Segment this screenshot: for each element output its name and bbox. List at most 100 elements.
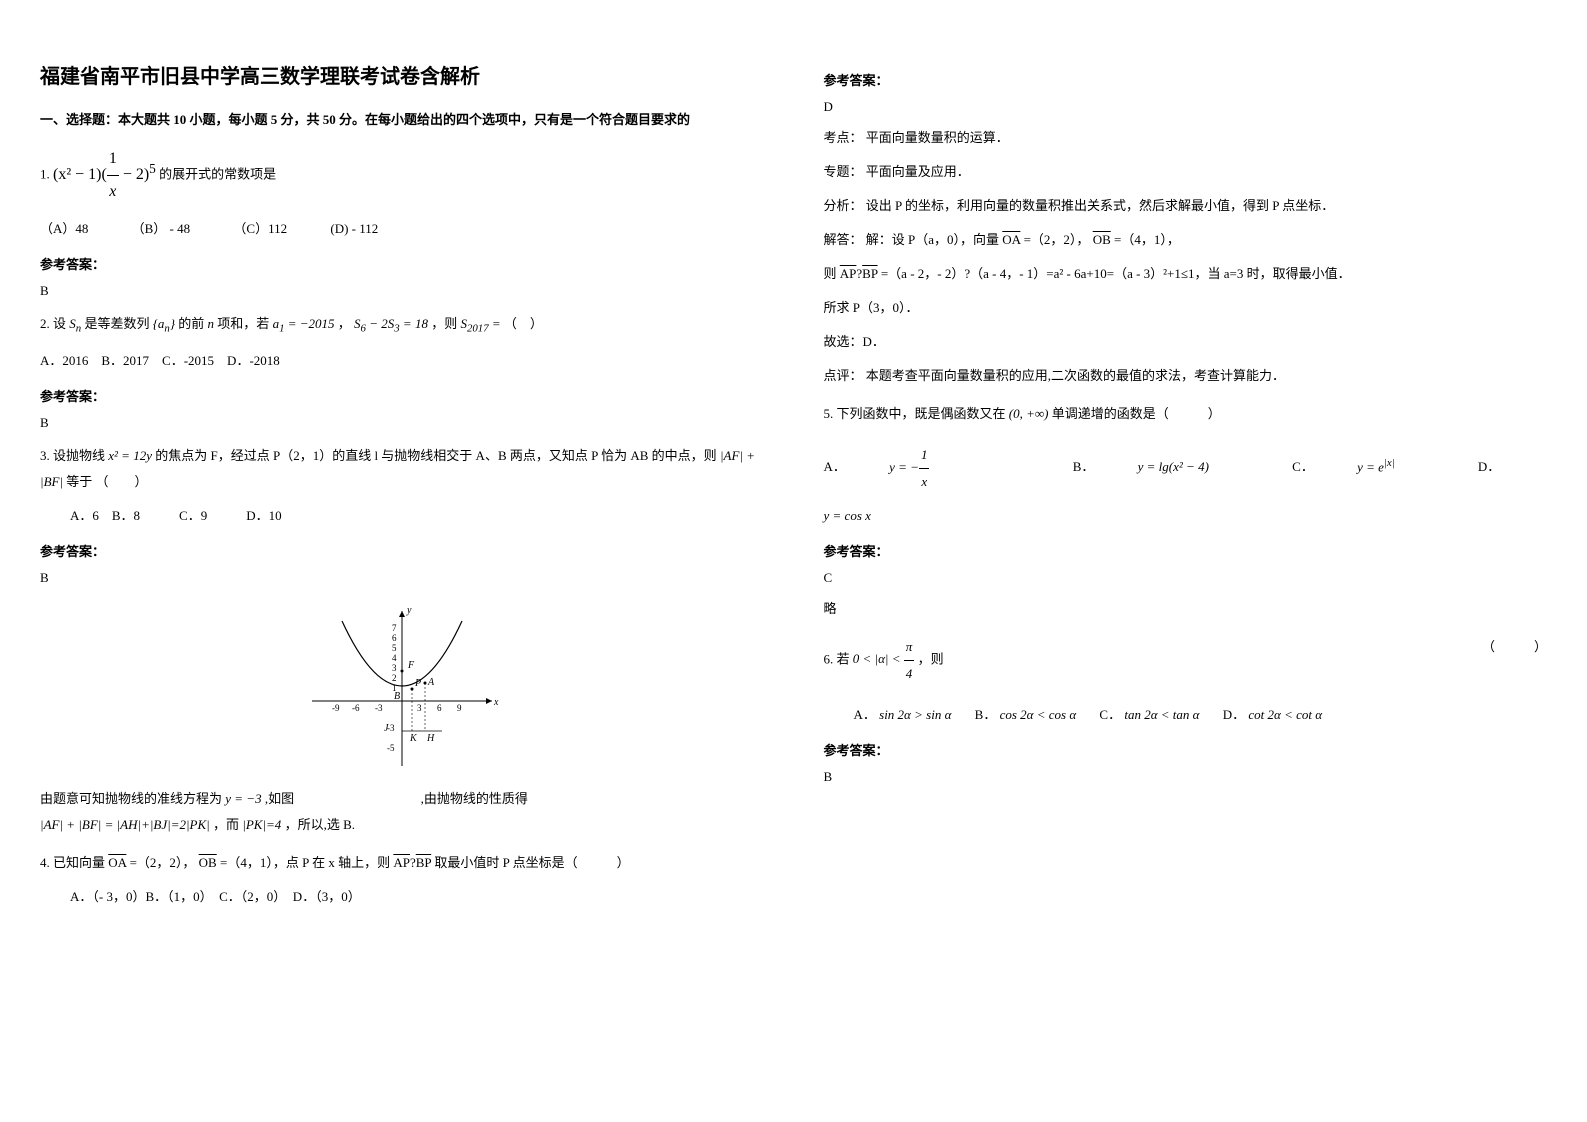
q2-f5: S6 − 2S3 = 18 (354, 316, 428, 331)
q4-jd: 解答： 解：设 P（a，0），向量 OA =（2，2）， OB =（4，1）， (824, 227, 1548, 253)
q3-f4: |AF| + |BF| = |AH|+|BJ|=2|PK| (40, 817, 210, 832)
q2-answer-label: 参考答案： (40, 386, 764, 405)
q6-t1: ，则 (918, 651, 944, 666)
parabola-chart: x y -9 -6 -3 3 6 9 1 2 3 4 5 6 7 -3 -5 (40, 601, 764, 771)
q1-options: （A）48 （B） - 48 （C）112 (D) - 112 (40, 216, 764, 242)
svg-text:-5: -5 (387, 743, 395, 753)
q2-options: A．2016 B．2017 C．-2015 D．-2018 (40, 348, 764, 374)
q4-jd7: 故选：D． (824, 329, 1548, 355)
q6-t2: （ ） (1482, 634, 1547, 660)
q2-t4: ，则 (431, 316, 457, 331)
q6-optA-label: A． (854, 707, 876, 722)
jd-f3b: BP (862, 266, 877, 281)
parabola-svg: x y -9 -6 -3 3 6 9 1 2 3 4 5 6 7 -3 -5 (302, 601, 502, 771)
q2-f1: Sn (69, 316, 81, 331)
question-5: 5. 下列函数中，既是偶函数又在 (0, +∞) 单调递增的函数是（ ） A． … (824, 401, 1548, 529)
q3-e2: ,如图 (265, 791, 294, 806)
q5-optA-label: A． (824, 454, 846, 480)
svg-text:3: 3 (392, 663, 397, 673)
q3-num: 3. 设抛物线 (40, 448, 105, 463)
jd-f1: OA (1002, 232, 1020, 247)
right-column: 参考答案： D 考点： 平面向量数量积的运算． 专题： 平面向量及应用． 分析：… (824, 60, 1548, 922)
q4-jd4: 则 AP?BP =（a - 2，- 2）?（a - 4，- 1）=a² - 6a… (824, 261, 1548, 287)
q5-optD-label: D． (1478, 454, 1500, 480)
svg-text:4: 4 (392, 653, 397, 663)
zt-text: 平面向量及应用． (866, 164, 970, 179)
q4-options: A．（- 3，0）B．（1，0） C．（2，0） D．（3，0） (70, 884, 764, 910)
section-header: 一、选择题：本大题共 10 小题，每小题 5 分，共 50 分。在每小题给出的四… (40, 109, 764, 128)
svg-text:F: F (407, 660, 415, 671)
q1-optD: (D) - 112 (330, 216, 378, 242)
q3-t2: 等于 （ ） (66, 474, 147, 489)
q4-answer: D (824, 99, 1548, 115)
q4-t2: =（4，1），点 P 在 x 轴上，则 (220, 855, 390, 870)
q2-num: 2. 设 (40, 316, 66, 331)
q1-formula: (x² − 1)(1x − 2)5 (53, 143, 156, 208)
question-3: 3. 设抛物线 x² = 12y 的焦点为 F，经过点 P（2，1）的直线 l … (40, 443, 764, 529)
q2-answer: B (40, 415, 764, 431)
q4-num: 4. 已知向量 (40, 855, 105, 870)
q3-e4: ，而 (213, 817, 239, 832)
fx-label: 分析： (824, 198, 863, 213)
q3-e3: ,由抛物线的性质得 (421, 791, 528, 806)
q2-f2: {an} (153, 316, 175, 331)
svg-text:y: y (406, 605, 412, 616)
q6-optD: cot 2α < cot α (1248, 707, 1322, 722)
svg-text:J: J (384, 723, 389, 734)
q4-f3a: AP (393, 855, 410, 870)
q2-f4: a1 = −2015 (273, 316, 335, 331)
kp-text: 平面向量数量积的运算． (866, 130, 1009, 145)
q4-fx: 分析： 设出 P 的坐标，利用向量的数量积推出关系式，然后求解最小值，得到 P … (824, 193, 1548, 219)
q5-optD-line: y = cos x (824, 503, 1548, 529)
q5-optC: y = e|x| (1357, 453, 1395, 480)
q5-options: A． y = −1x B． y = lg(x² − 4) C． y = e|x|… (824, 442, 1548, 495)
q3-options: A．6 B．8 C．9 D．10 (70, 503, 764, 529)
q6-answer-label: 参考答案： (824, 740, 1548, 759)
q6-options: A． sin 2α > sin α B． cos 2α < cos α C． t… (854, 702, 1548, 728)
q4-answer-label: 参考答案： (824, 70, 1548, 89)
q6-num: 6. 若 (824, 651, 850, 666)
q2-t5: （ ） (504, 316, 543, 331)
svg-text:B: B (394, 691, 400, 702)
question-4: 4. 已知向量 OA =（2，2）， OB =（4，1），点 P 在 x 轴上，… (40, 850, 764, 910)
q3-answer: B (40, 570, 764, 586)
page-container: 福建省南平市旧县中学高三数学理联考试卷含解析 一、选择题：本大题共 10 小题，… (40, 60, 1547, 922)
q4-f1: OA (108, 855, 126, 870)
q1-answer-label: 参考答案： (40, 254, 764, 273)
q2-t2: 的前 (178, 316, 204, 331)
jd-f2: OB (1093, 232, 1111, 247)
dp-label: 点评： (824, 368, 863, 383)
q3-e1: 由题意可知抛物线的准线方程为 (40, 791, 222, 806)
q5-optC-label: C． (1292, 454, 1314, 480)
jd-t3: =（4，1）， (1114, 232, 1180, 247)
svg-text:P: P (414, 678, 421, 689)
svg-text:x: x (493, 697, 499, 708)
q4-f2: OB (199, 855, 217, 870)
jd-t1: 解：设 P（a，0），向量 (866, 232, 999, 247)
q2-t3: 项和，若 (217, 316, 269, 331)
svg-text:A: A (427, 677, 435, 688)
jd-label: 解答： (824, 232, 863, 247)
q4-jd6: 所求 P（3，0）． (824, 295, 1548, 321)
question-2: 2. 设 Sn 是等差数列 {an} 的前 n 项和，若 a1 = −2015 … (40, 311, 764, 374)
left-column: 福建省南平市旧县中学高三数学理联考试卷含解析 一、选择题：本大题共 10 小题，… (40, 60, 764, 922)
question-1: 1. (x² − 1)(1x − 2)5 的展开式的常数项是 （A）48 （B）… (40, 143, 764, 242)
q1-num: 1. (40, 166, 50, 181)
svg-text:-9: -9 (332, 703, 340, 713)
q2-f3: n (208, 316, 215, 331)
svg-text:-6: -6 (352, 703, 360, 713)
fx-text: 设出 P 的坐标，利用向量的数量积推出关系式，然后求解最小值，得到 P 点坐标． (866, 198, 1335, 213)
q6-optC-label: C． (1099, 707, 1121, 722)
q5-f1: (0, +∞) (1009, 406, 1049, 421)
q3-f3: y = −3 (225, 791, 261, 806)
zt-label: 专题： (824, 164, 863, 179)
q4-zt: 专题： 平面向量及应用． (824, 159, 1548, 185)
svg-text:3: 3 (417, 703, 422, 713)
q1-optC: （C）112 (233, 216, 287, 242)
svg-text:9: 9 (457, 703, 462, 713)
svg-text:6: 6 (437, 703, 442, 713)
svg-text:2: 2 (392, 673, 397, 683)
jd-t4: 则 (824, 266, 837, 281)
q6-optD-label: D． (1223, 707, 1245, 722)
kp-label: 考点： (824, 130, 863, 145)
